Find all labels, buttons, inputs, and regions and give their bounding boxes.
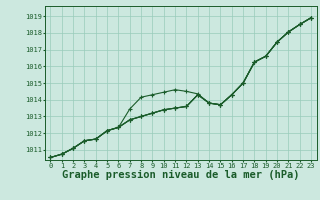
X-axis label: Graphe pression niveau de la mer (hPa): Graphe pression niveau de la mer (hPa) <box>62 170 300 180</box>
